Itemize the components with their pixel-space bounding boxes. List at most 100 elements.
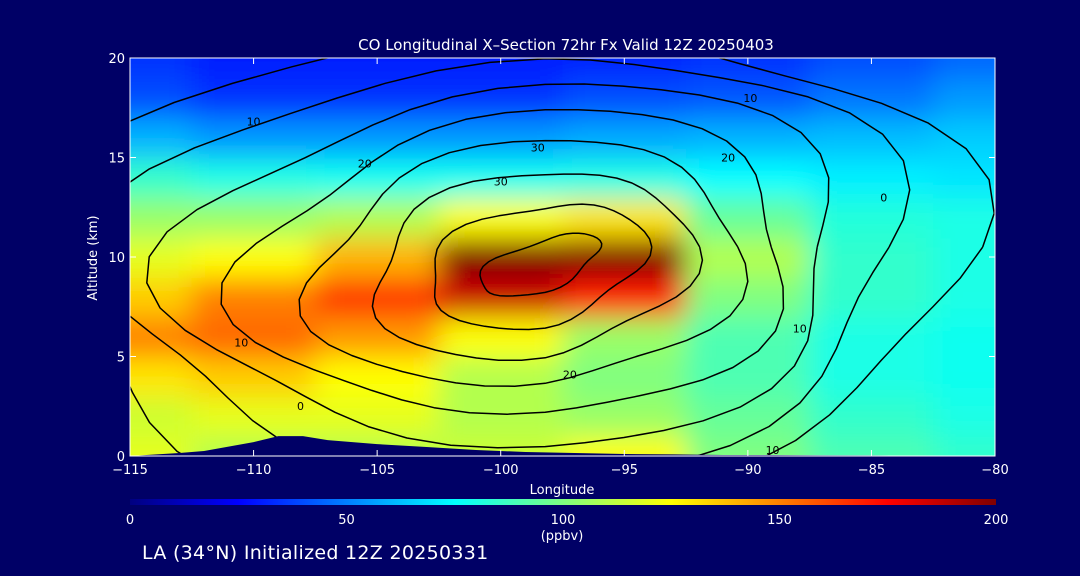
heatmap-cell — [933, 58, 995, 79]
heatmap-cell — [191, 117, 317, 159]
x-tick-label: −85 — [858, 463, 885, 478]
y-tick-label: 10 — [108, 251, 125, 266]
heatmap-cell — [809, 117, 935, 159]
contour-label: 10 — [247, 116, 261, 129]
heatmap-cell — [686, 237, 811, 278]
x-tick-label: −105 — [359, 463, 395, 478]
heatmap-cell — [933, 396, 995, 438]
contour-line — [298, 139, 749, 387]
heatmap-cell — [315, 396, 440, 438]
heatmap-cell — [933, 316, 995, 358]
heatmap-cell — [933, 436, 995, 456]
x-axis: −115 −110 −105 −100 −95 −90 −85 −80 — [112, 58, 1009, 478]
heatmap-cell — [686, 316, 811, 358]
heatmap-cell — [933, 197, 995, 239]
contour-label: 0 — [880, 191, 887, 204]
y-tick-label: 5 — [117, 351, 125, 366]
heatmap-cell — [130, 197, 193, 239]
heatmap-cell — [933, 237, 995, 278]
heatmap-cell — [686, 77, 811, 119]
heatmap-cell — [191, 77, 317, 119]
colorbar-gradient — [130, 499, 996, 505]
contour-label: 0 — [297, 400, 304, 413]
heatmap-cell — [130, 77, 193, 119]
heatmap-cell — [686, 276, 811, 318]
heatmap-cell — [130, 237, 193, 278]
heatmap-cell — [130, 157, 193, 199]
colorbar-tick-label: 150 — [767, 513, 792, 528]
heatmap-cell — [315, 197, 440, 239]
x-axis-label: Longitude — [530, 483, 595, 498]
heatmap-cell — [315, 157, 440, 199]
heatmap-cell — [809, 237, 935, 278]
x-tick-label: −80 — [981, 463, 1008, 478]
heatmap-cell — [686, 117, 811, 159]
heatmap-cell — [315, 117, 440, 159]
colorbar-tick-label: 200 — [984, 513, 1009, 528]
heatmap-cell — [809, 77, 935, 119]
contour-label: 30 — [494, 175, 508, 188]
heatmap-cell — [809, 157, 935, 199]
contour-line — [433, 203, 653, 331]
heatmap-cell — [130, 276, 193, 318]
heatmap-cell — [686, 356, 811, 398]
heatmap-cell — [809, 58, 935, 79]
heatmap-cell — [438, 117, 564, 159]
colorbar: 0 50 100 150 200 (ppbv) — [126, 499, 1009, 544]
colorbar-unit: (ppbv) — [541, 529, 584, 544]
terrain — [130, 436, 995, 456]
heatmap-cell — [933, 77, 995, 119]
heatmap-cell — [130, 316, 193, 358]
heatmap-cell — [686, 157, 811, 199]
heatmap-cell — [438, 396, 564, 438]
contour-label: 20 — [563, 368, 577, 381]
heatmap-cell — [809, 356, 935, 398]
initialization-caption: LA (34°N) Initialized 12Z 20250331 — [142, 542, 489, 564]
contour-line — [130, 58, 995, 456]
heatmap-cell — [438, 276, 564, 318]
plot-area: 10 20 30 30 10 20 0 10 20 0 10 10 — [130, 58, 995, 457]
contour-line — [371, 173, 704, 362]
heatmap-cell — [933, 157, 995, 199]
heatmap-cell — [933, 276, 995, 318]
heatmap-cell — [315, 276, 440, 318]
heatmap-cell — [562, 117, 688, 159]
heatmap-cell — [191, 58, 317, 79]
heatmap-cell — [315, 237, 440, 278]
contour-line — [130, 58, 911, 456]
contour-line — [479, 232, 603, 297]
heatmap-cell — [562, 356, 688, 398]
contour-line — [220, 108, 785, 415]
contour-label: 20 — [721, 151, 735, 164]
heatmap-cell — [809, 396, 935, 438]
heatmap-cell — [562, 58, 688, 79]
y-axis-label: Altitude (km) — [86, 215, 101, 300]
colorbar-tick-label: 100 — [551, 513, 576, 528]
heatmap-cell — [315, 58, 440, 79]
y-tick-label: 0 — [117, 450, 125, 465]
heatmap-cell — [130, 396, 193, 438]
y-tick-label: 20 — [108, 52, 125, 67]
heatmap-cell — [933, 356, 995, 398]
contour-line — [146, 83, 830, 449]
colorbar-tick-label: 0 — [126, 513, 134, 528]
heatmap-cell — [191, 197, 317, 239]
heatmap-cell — [191, 157, 317, 199]
contour-label: 20 — [358, 157, 372, 170]
heatmap-cell — [562, 157, 688, 199]
x-tick-label: −95 — [611, 463, 638, 478]
y-tick-label: 15 — [108, 152, 125, 167]
heatmap-cell — [438, 237, 564, 278]
heatmap-cell — [562, 276, 688, 318]
heatmap-cell — [315, 316, 440, 358]
x-tick-label: −110 — [236, 463, 272, 478]
x-tick-label: −100 — [483, 463, 519, 478]
heatmap-cell — [191, 316, 317, 358]
heatmap-cell — [809, 316, 935, 358]
heatmap-cell — [809, 276, 935, 318]
contour-label: 10 — [766, 444, 780, 457]
heatmap-cell — [191, 276, 317, 318]
heatmap-cell — [438, 316, 564, 358]
heatmap-cell — [191, 237, 317, 278]
